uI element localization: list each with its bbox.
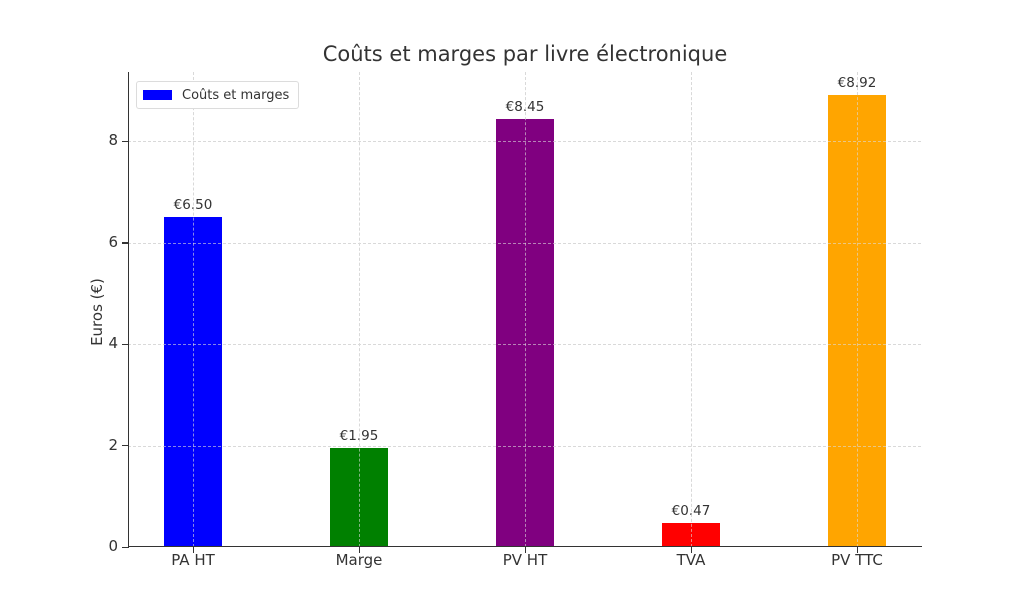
gridline-horizontal-overlay [128,242,921,244]
y-tick-label: 8 [108,131,118,150]
x-tick [690,547,692,553]
y-axis-spine [128,72,130,548]
legend: Coûts et marges [136,81,300,109]
x-tick-label: TVA [676,551,706,569]
gridline-horizontal-overlay [128,141,921,143]
gridline-vertical-overlay [525,72,526,547]
chart-title: Coûts et marges par livre électronique [322,42,728,66]
x-axis-spine [128,546,922,548]
y-tick [122,343,128,345]
y-tick-label: 4 [108,334,118,353]
y-tick [122,445,128,447]
legend-swatch [143,90,172,100]
legend-label: Coûts et marges [182,87,290,103]
x-tick [524,547,526,553]
x-tick-label: Marge [335,551,383,569]
gridline-horizontal-overlay [128,445,921,447]
gridline-vertical-overlay [193,72,194,547]
x-tick-label: PA HT [171,551,215,569]
x-tick-label: PV TTC [831,551,883,569]
x-tick [192,547,194,553]
x-tick [856,547,858,553]
y-tick [122,242,128,244]
y-tick [122,140,128,143]
gridline-horizontal-overlay [128,344,921,346]
y-tick [122,546,128,548]
x-tick-label: PV HT [502,551,548,569]
y-tick-label: 0 [108,537,118,555]
y-tick-label: 2 [108,435,118,454]
x-tick [358,547,360,553]
gridline-vertical-overlay [691,72,692,547]
gridline-vertical-overlay [857,72,858,547]
y-tick-label: 6 [108,232,118,251]
gridline-vertical-overlay [359,72,360,547]
